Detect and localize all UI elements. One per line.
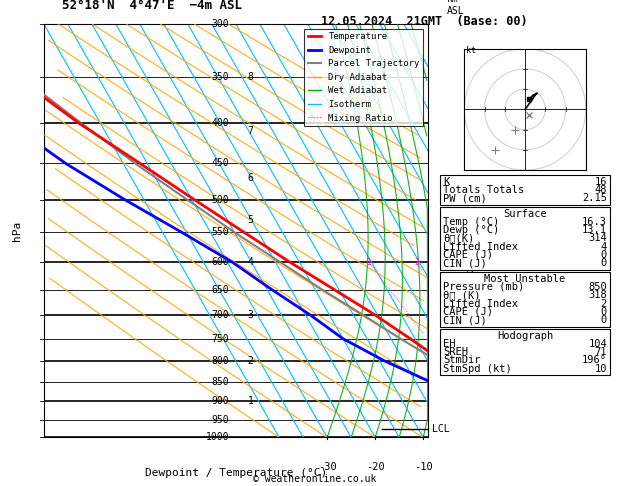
Text: 300: 300 [211, 19, 229, 29]
Text: km
ASL: km ASL [447, 0, 465, 16]
Text: CIN (J): CIN (J) [443, 258, 487, 268]
Text: θᴇ(K): θᴇ(K) [443, 233, 474, 243]
Text: 12.05.2024  21GMT  (Base: 00): 12.05.2024 21GMT (Base: 00) [321, 15, 528, 28]
Text: 850: 850 [211, 377, 229, 387]
Text: 1000: 1000 [206, 433, 229, 442]
Text: -20: -20 [366, 462, 384, 472]
Text: 600: 600 [211, 257, 229, 267]
Text: StmDir: StmDir [443, 355, 481, 365]
Text: 2: 2 [601, 298, 607, 309]
Text: 6: 6 [248, 174, 253, 183]
Text: PW (cm): PW (cm) [443, 193, 487, 203]
Text: StmSpd (kt): StmSpd (kt) [443, 364, 512, 374]
Text: 550: 550 [211, 227, 229, 237]
Text: LCL: LCL [431, 424, 449, 434]
Text: 650: 650 [211, 285, 229, 295]
Text: 400: 400 [211, 118, 229, 128]
Text: 13.1: 13.1 [582, 225, 607, 235]
Text: Lifted Index: Lifted Index [443, 298, 518, 309]
Text: 4: 4 [248, 257, 253, 267]
Text: 750: 750 [211, 334, 229, 344]
Text: 2.15: 2.15 [582, 193, 607, 203]
Text: 0: 0 [601, 307, 607, 317]
Legend: Temperature, Dewpoint, Parcel Trajectory, Dry Adiabat, Wet Adiabat, Isotherm, Mi: Temperature, Dewpoint, Parcel Trajectory… [304, 29, 423, 126]
Text: 4: 4 [601, 242, 607, 252]
Text: 48: 48 [594, 185, 607, 195]
Text: CAPE (J): CAPE (J) [443, 250, 493, 260]
Text: Most Unstable: Most Unstable [484, 274, 565, 284]
Text: 52°18'N  4°47'E  −4m ASL: 52°18'N 4°47'E −4m ASL [62, 0, 242, 12]
Text: 500: 500 [211, 194, 229, 205]
Text: 16: 16 [594, 176, 607, 187]
Text: CIN (J): CIN (J) [443, 315, 487, 325]
Text: 2: 2 [414, 258, 418, 267]
Text: SREH: SREH [443, 347, 468, 357]
Text: 450: 450 [211, 158, 229, 169]
Text: Mixing Ratio (g/kg): Mixing Ratio (g/kg) [466, 175, 476, 287]
Text: Dewp (°C): Dewp (°C) [443, 225, 499, 235]
Text: hPa: hPa [12, 221, 22, 241]
Text: Temp (°C): Temp (°C) [443, 217, 499, 227]
Text: 196°: 196° [582, 355, 607, 365]
Text: 350: 350 [211, 72, 229, 82]
X-axis label: Dewpoint / Temperature (°C): Dewpoint / Temperature (°C) [145, 468, 327, 478]
Text: 700: 700 [211, 310, 229, 320]
Text: CAPE (J): CAPE (J) [443, 307, 493, 317]
Text: 1: 1 [367, 258, 371, 267]
Text: 71: 71 [594, 347, 607, 357]
Text: -30: -30 [318, 462, 337, 472]
Text: Totals Totals: Totals Totals [443, 185, 525, 195]
Text: 2: 2 [248, 356, 253, 366]
Text: 0: 0 [601, 315, 607, 325]
Text: Surface: Surface [503, 208, 547, 219]
Text: Pressure (mb): Pressure (mb) [443, 282, 525, 292]
Text: 0: 0 [601, 258, 607, 268]
Text: 850: 850 [588, 282, 607, 292]
Text: 16.3: 16.3 [582, 217, 607, 227]
Text: 800: 800 [211, 356, 229, 366]
Text: 8: 8 [248, 72, 253, 82]
Text: 900: 900 [211, 396, 229, 406]
Text: 314: 314 [588, 233, 607, 243]
Text: 7: 7 [248, 126, 253, 137]
Text: 950: 950 [211, 415, 229, 425]
Text: -10: -10 [414, 462, 433, 472]
Text: 3: 3 [248, 310, 253, 320]
Text: kt: kt [466, 46, 476, 54]
Text: θᴇ (K): θᴇ (K) [443, 290, 481, 300]
Text: Hodograph: Hodograph [497, 330, 553, 341]
Text: Lifted Index: Lifted Index [443, 242, 518, 252]
Text: EH: EH [443, 339, 455, 349]
Text: K: K [443, 176, 449, 187]
Text: 1: 1 [248, 396, 253, 406]
Text: 318: 318 [588, 290, 607, 300]
Text: 5: 5 [248, 214, 253, 225]
Text: © weatheronline.co.uk: © weatheronline.co.uk [253, 473, 376, 484]
Text: 104: 104 [588, 339, 607, 349]
Text: 0: 0 [601, 250, 607, 260]
Text: 10: 10 [594, 364, 607, 374]
